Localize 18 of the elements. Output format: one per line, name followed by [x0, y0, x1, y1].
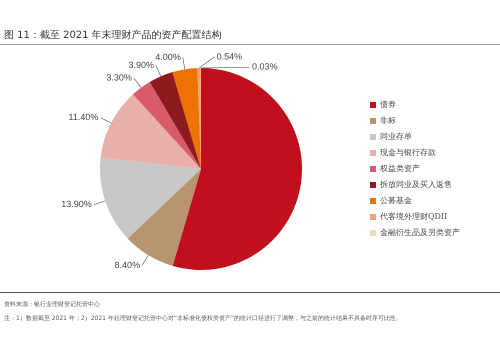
chart-title: 图 11：截至 2021 年末理财产品的资产配置结构 — [4, 28, 222, 42]
legend-label: 同业存单 — [380, 132, 412, 142]
data-label: 8.40% — [114, 260, 140, 270]
legend-label: 现金与银行存款 — [380, 148, 436, 158]
legend-label: 拆放同业及买入返售 — [379, 180, 452, 190]
legend-label: 代客境外理财QDII — [379, 212, 448, 222]
legend-label: 债券 — [380, 100, 396, 110]
legend-label: 权益类资产 — [379, 164, 420, 174]
data-label: 11.40% — [68, 112, 98, 122]
data-label: 4.00% — [155, 52, 181, 62]
legend-label: 公募基金 — [380, 196, 412, 206]
data-label: 13.90% — [61, 199, 92, 210]
legend-label: 非标 — [380, 116, 396, 126]
data-label: 3.30% — [106, 72, 132, 83]
legend-label: 金融衍生品及另类资产 — [380, 228, 460, 238]
data-label: 0.03% — [252, 62, 278, 72]
data-label: 0.54% — [216, 51, 242, 62]
data-label: 3.90% — [128, 60, 154, 70]
